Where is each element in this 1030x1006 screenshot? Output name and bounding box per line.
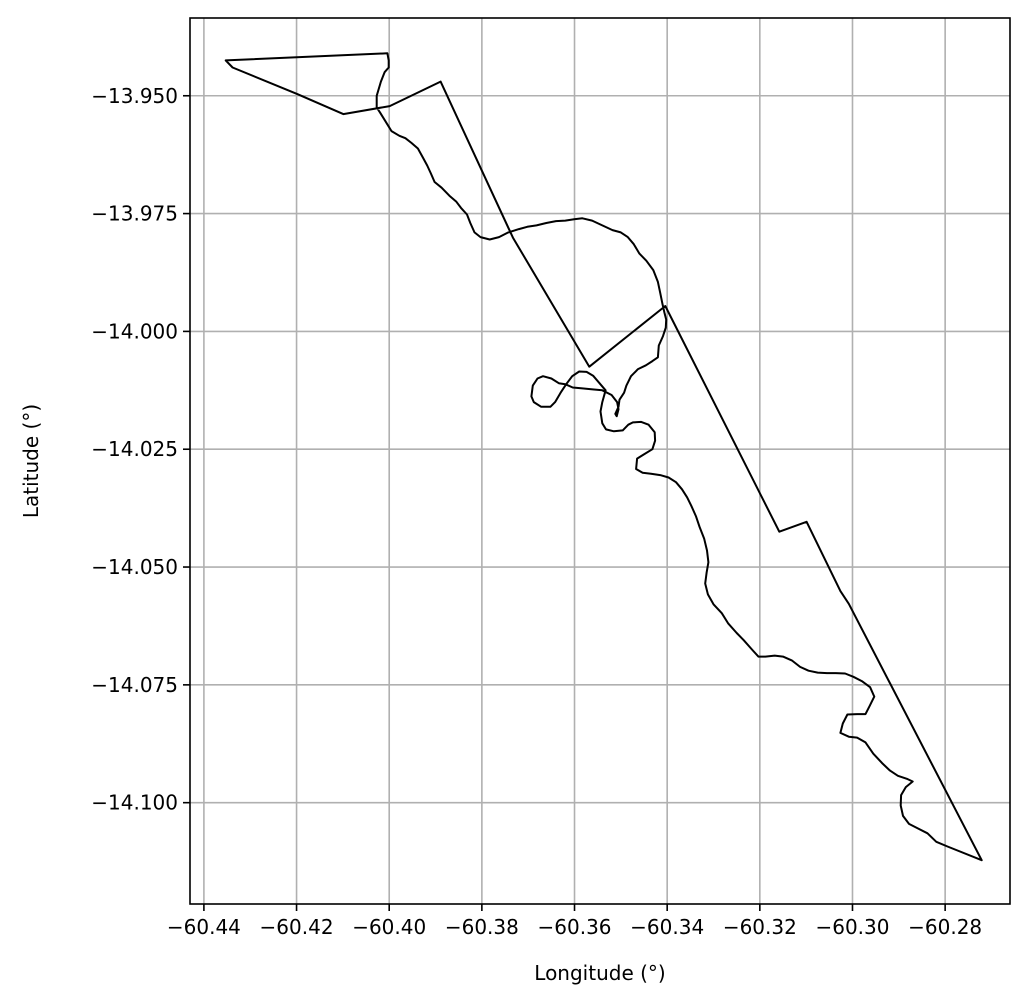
y-tick-label: −13.975 [91, 202, 178, 226]
y-tick-label: −14.000 [91, 319, 178, 343]
x-tick-label: −60.32 [723, 915, 797, 939]
y-tick-label: −14.025 [91, 437, 178, 461]
x-tick-label: −60.34 [630, 915, 704, 939]
boundary-outline-series [224, 52, 983, 862]
x-tick-label: −60.36 [538, 915, 612, 939]
x-tick-label: −60.42 [260, 915, 334, 939]
x-axis-label: Longitude (°) [534, 961, 665, 985]
y-tick-label: −14.050 [91, 555, 178, 579]
y-tick-label: −14.100 [91, 791, 178, 815]
plot-frame [189, 17, 1011, 905]
x-tick-label: −60.30 [815, 915, 889, 939]
grid-lines [190, 18, 1010, 904]
x-tick-label: −60.28 [908, 915, 982, 939]
x-tick-label: −60.40 [352, 915, 426, 939]
x-tick-label: −60.44 [167, 915, 241, 939]
y-axis-label: Latitude (°) [19, 404, 43, 518]
y-tick-label: −14.075 [91, 673, 178, 697]
y-axis-ticks: −13.950 −13.975 −14.000 −14.025 −14.050 −14.0… [91, 84, 190, 815]
y-tick-label: −13.950 [91, 84, 178, 108]
x-axis-ticks: −60.44 −60.42 −60.40 −60.38 −60.36 −60.34 −60.… [167, 904, 982, 939]
x-tick-label: −60.38 [445, 915, 519, 939]
